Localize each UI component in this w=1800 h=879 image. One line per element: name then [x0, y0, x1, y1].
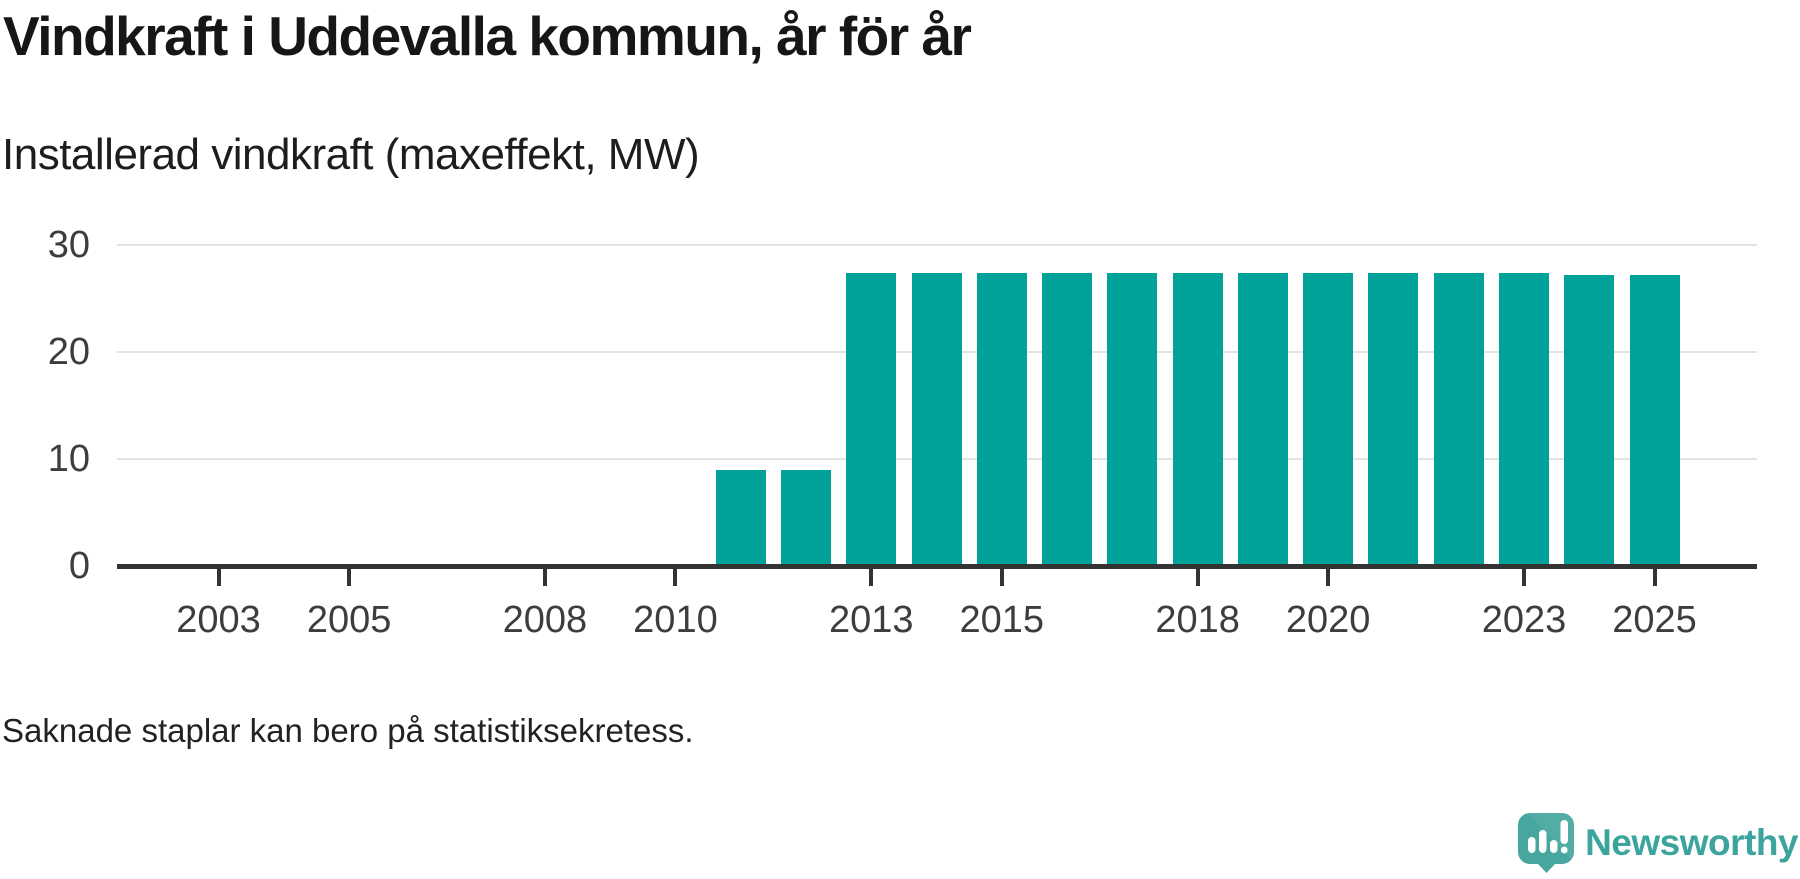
bar-2021	[1368, 273, 1419, 566]
bar-2013	[846, 273, 897, 566]
bar-2014	[911, 273, 962, 566]
y-axis-label: 10	[47, 437, 90, 480]
x-axis-label: 2010	[633, 599, 718, 641]
x-tick-2020	[1326, 566, 1331, 586]
x-tick-2023	[1521, 566, 1526, 586]
x-tick-2005	[347, 566, 352, 586]
x-axis-label: 2005	[306, 599, 392, 641]
y-axis-label: 30	[47, 223, 90, 266]
newsworthy-branding: Newsworthy	[1518, 813, 1798, 873]
x-axis-label: 2003	[176, 599, 261, 641]
bar-2016	[1042, 273, 1093, 566]
gridline-30	[117, 243, 1757, 246]
bar-2012	[781, 469, 831, 566]
x-tick-2013	[869, 566, 874, 586]
x-axis-label: 2013	[828, 599, 914, 641]
bar-2023	[1498, 273, 1549, 566]
x-tick-2015	[999, 566, 1004, 586]
bar-2017	[1107, 273, 1158, 566]
x-tick-2018	[1195, 566, 1200, 586]
bar-2024	[1564, 274, 1615, 566]
x-tick-2003	[216, 566, 221, 586]
y-axis-label: 20	[47, 330, 90, 373]
y-axis-label: 0	[68, 545, 90, 587]
x-axis-label: 2020	[1285, 599, 1371, 641]
bar-2015	[976, 273, 1027, 566]
x-axis-label: 2018	[1155, 599, 1240, 641]
x-tick-2025	[1652, 566, 1657, 586]
x-axis-label: 2025	[1612, 599, 1697, 641]
bar-2025	[1629, 274, 1680, 566]
x-axis-label: 2023	[1481, 599, 1567, 641]
x-axis-label: 2008	[502, 599, 588, 641]
bar-2011	[715, 469, 766, 566]
newsworthy-wordmark: Newsworthy	[1585, 822, 1798, 863]
x-tick-2010	[673, 566, 678, 586]
bar-2022	[1433, 273, 1484, 566]
chart-footnote: Saknade staplar kan bero på statistiksek…	[2, 712, 694, 749]
x-tick-2008	[542, 566, 547, 586]
bar-2020	[1303, 273, 1354, 566]
bar-2018	[1172, 273, 1223, 566]
x-axis-line	[117, 564, 1757, 569]
newsworthy-logo-icon	[1518, 813, 1575, 873]
bar-2019	[1237, 273, 1288, 566]
chart-title: Vindkraft i Uddevalla kommun, år för år	[3, 5, 972, 67]
x-axis-label: 2015	[959, 599, 1045, 641]
chart-subtitle: Installerad vindkraft (maxeffekt, MW)	[2, 130, 700, 179]
